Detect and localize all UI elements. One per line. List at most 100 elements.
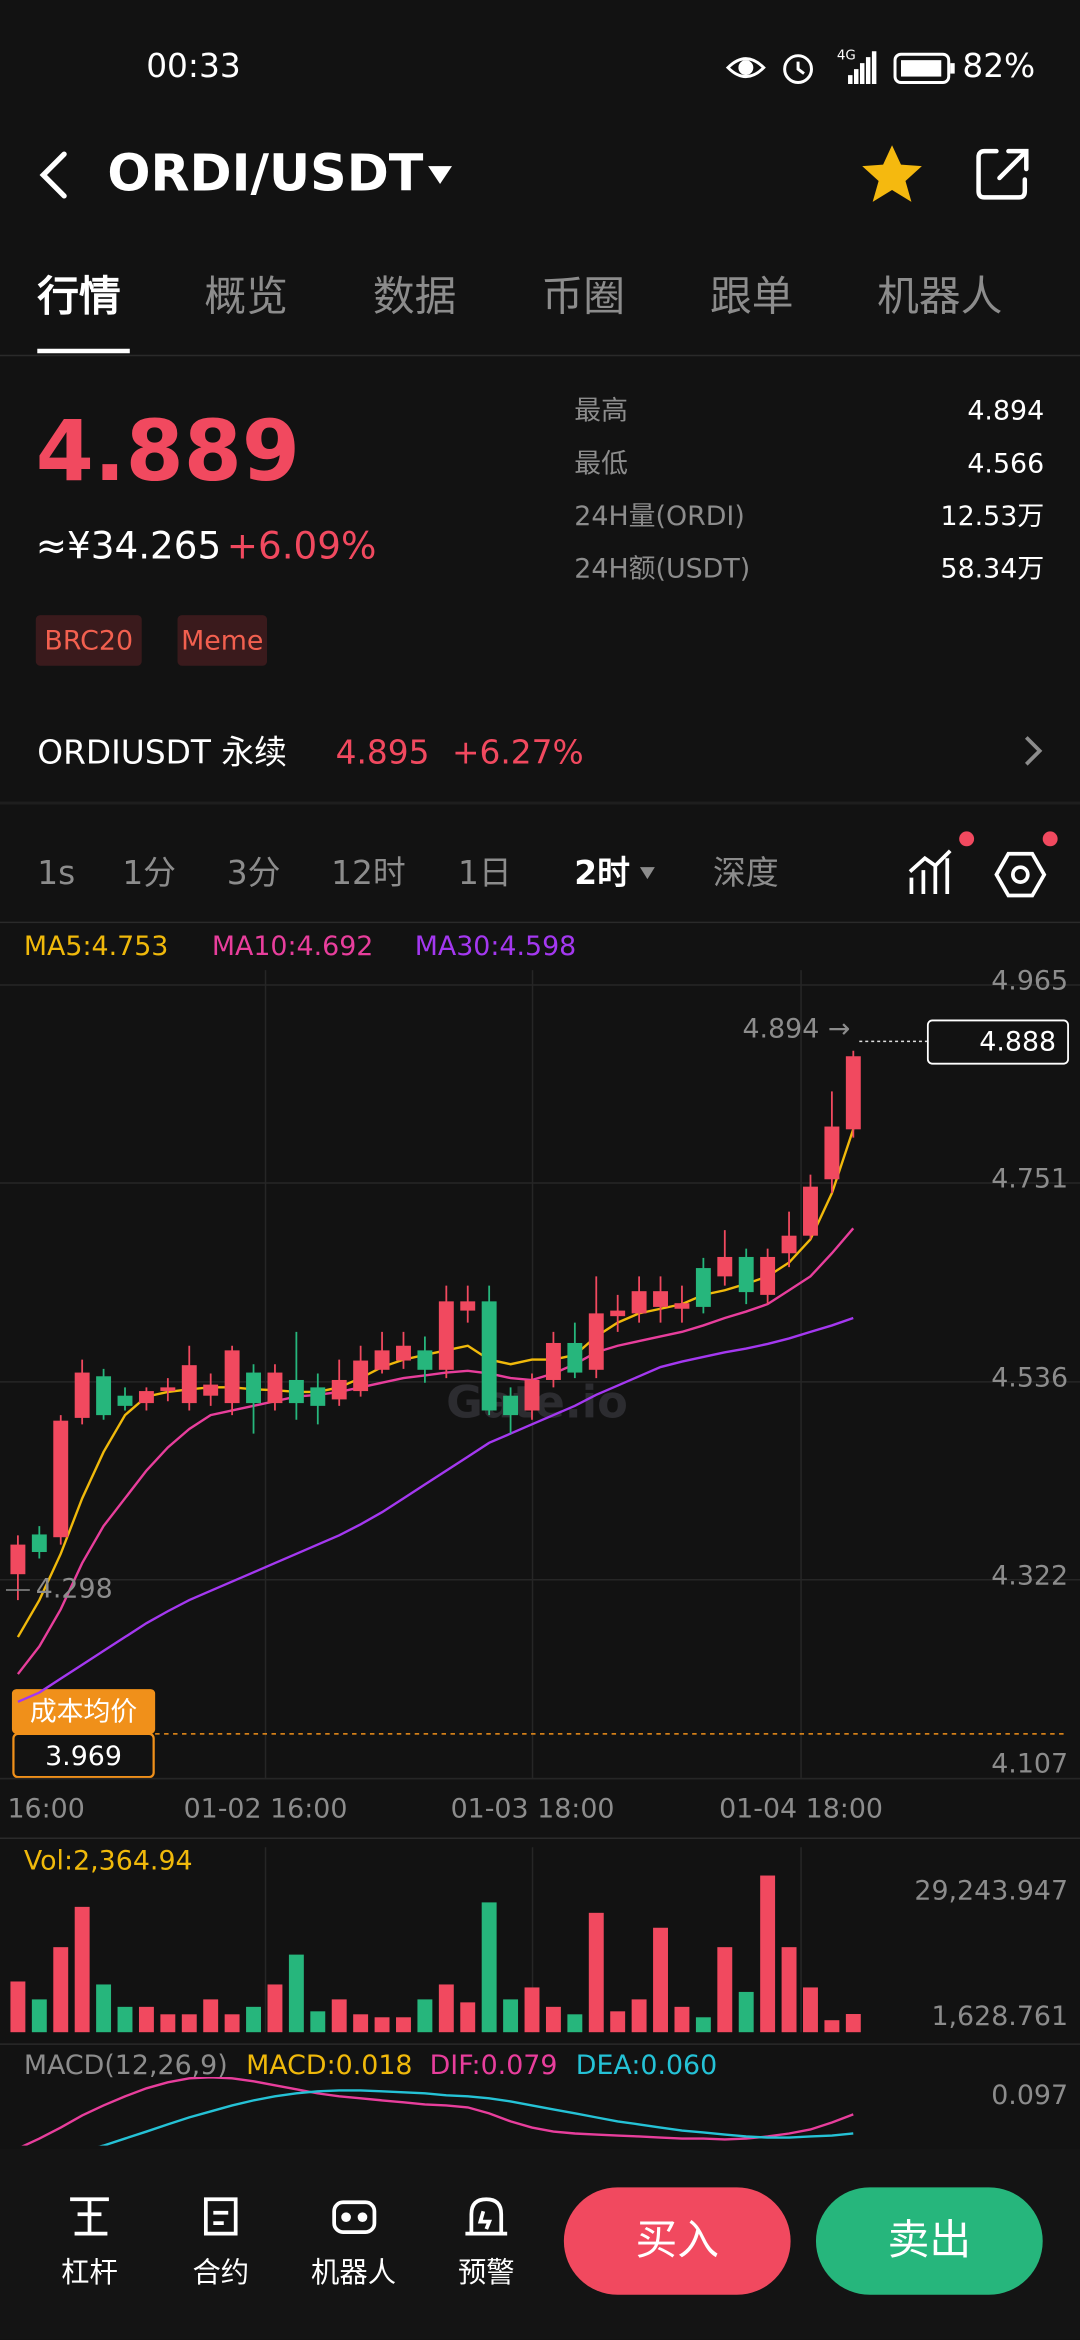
status-time: 00:33 bbox=[146, 47, 241, 85]
volume-bar bbox=[738, 1991, 754, 2033]
candle-body bbox=[438, 1301, 454, 1370]
nav-label[interactable]: 合约 bbox=[192, 2256, 249, 2289]
volume-tick-label: 1,628.761 bbox=[931, 2001, 1068, 2032]
last-price: 4.889 bbox=[36, 402, 300, 500]
x-tick-label: 01-02 16:00 bbox=[184, 1793, 348, 1824]
candle-body bbox=[481, 1301, 497, 1411]
candle-body bbox=[695, 1268, 711, 1307]
volume-bar bbox=[631, 1999, 647, 2033]
ma-line bbox=[16, 1128, 855, 1638]
volume-bar bbox=[74, 1906, 90, 2033]
candle-body bbox=[717, 1256, 733, 1277]
tab[interactable]: 机器人 bbox=[877, 271, 1002, 320]
share-button[interactable] bbox=[976, 148, 1029, 200]
volume-bar bbox=[267, 1984, 283, 2033]
interval[interactable]: 深度 bbox=[713, 854, 779, 892]
tab[interactable]: 概览 bbox=[204, 271, 287, 320]
y-tick-label: 4.751 bbox=[991, 1163, 1068, 1194]
nav-label[interactable]: 杠杆 bbox=[61, 2256, 118, 2289]
notification-dot bbox=[1042, 831, 1058, 847]
tag-box bbox=[177, 615, 268, 666]
volume-bar bbox=[438, 1984, 454, 2033]
volume-bar bbox=[353, 2014, 369, 2033]
volume-bar bbox=[331, 1999, 347, 2033]
interval[interactable]: 3分 bbox=[227, 854, 281, 892]
stat-value: 4.894 bbox=[967, 396, 1044, 427]
volume-bar bbox=[96, 1984, 112, 2033]
sell-label[interactable]: 卖出 bbox=[888, 2215, 972, 2264]
stat-label: 24H额(USDT) bbox=[574, 554, 750, 585]
volume-bar bbox=[117, 2006, 133, 2033]
volume-bar bbox=[417, 1999, 433, 2033]
cny-price: ≈¥34.265 bbox=[36, 523, 221, 567]
candle-body bbox=[374, 1350, 390, 1370]
ma-line bbox=[17, 1316, 854, 1703]
candle-body bbox=[653, 1291, 668, 1307]
volume-bar bbox=[181, 2014, 197, 2033]
y-tick-label: 4.107 bbox=[991, 1749, 1068, 1780]
tag: Meme bbox=[181, 625, 263, 656]
candle-body bbox=[53, 1420, 69, 1538]
volume-bar bbox=[695, 2017, 711, 2033]
macd-legend: DIF:0.079 bbox=[430, 2050, 558, 2081]
volume-bar bbox=[310, 2011, 326, 2033]
perpetual-change: +6.27% bbox=[452, 733, 584, 771]
sell-button[interactable] bbox=[815, 2187, 1043, 2295]
candle-body bbox=[10, 1544, 26, 1575]
perpetual-chevron[interactable] bbox=[1024, 736, 1043, 766]
volume-bar bbox=[460, 2002, 476, 2033]
section-divider bbox=[0, 801, 1080, 805]
tab[interactable]: 币圈 bbox=[541, 271, 625, 320]
pair-dropdown[interactable] bbox=[428, 166, 452, 184]
volume-bar bbox=[653, 1927, 668, 2033]
low-marker: 4.298 bbox=[36, 1574, 113, 1605]
interval-dropdown[interactable] bbox=[639, 867, 655, 880]
interval[interactable]: 2时 bbox=[574, 854, 630, 892]
tab[interactable]: 行情 bbox=[37, 271, 121, 320]
tab[interactable]: 数据 bbox=[373, 271, 457, 320]
candle-body bbox=[138, 1391, 154, 1404]
candle-body bbox=[74, 1372, 90, 1418]
tag-box bbox=[35, 615, 142, 666]
status-battery: 82% bbox=[962, 47, 1035, 85]
back-button[interactable] bbox=[39, 151, 67, 199]
candle-body bbox=[760, 1256, 776, 1295]
cost-label: 成本均价 bbox=[30, 1696, 138, 1727]
candle-body bbox=[31, 1534, 47, 1553]
buy-label[interactable]: 买入 bbox=[635, 2215, 719, 2264]
interval[interactable]: 1日 bbox=[458, 854, 512, 892]
x-tick-label: 16:00 bbox=[7, 1793, 84, 1824]
candle-body bbox=[567, 1342, 583, 1373]
pair-title[interactable]: ORDI/USDT bbox=[107, 144, 423, 203]
candle-body bbox=[310, 1387, 326, 1406]
candle-body bbox=[824, 1126, 840, 1180]
volume-bar bbox=[31, 1999, 47, 2033]
volume-bar bbox=[588, 1912, 604, 2033]
macd-legend: DEA:0.060 bbox=[576, 2050, 717, 2081]
stat-value: 12.53万 bbox=[940, 501, 1044, 532]
interval[interactable]: 1s bbox=[37, 854, 75, 892]
tab[interactable]: 跟单 bbox=[710, 271, 794, 320]
candle-body bbox=[845, 1056, 861, 1130]
candle-body bbox=[738, 1256, 754, 1293]
candle-body bbox=[545, 1342, 561, 1380]
volume-bar bbox=[53, 1947, 69, 2033]
stat-label: 最低 bbox=[574, 448, 628, 479]
nav-label[interactable]: 预警 bbox=[458, 2256, 515, 2289]
candle-body bbox=[781, 1235, 797, 1254]
nav-label[interactable]: 机器人 bbox=[311, 2256, 396, 2289]
x-tick-label: 01-04 18:00 bbox=[719, 1793, 883, 1824]
buy-button[interactable] bbox=[563, 2187, 791, 2295]
cost-price: 3.969 bbox=[45, 1741, 122, 1772]
tag: BRC20 bbox=[44, 625, 133, 656]
volume-bar bbox=[503, 1999, 519, 2033]
interval[interactable]: 12时 bbox=[331, 854, 406, 892]
nav-icons bbox=[70, 2197, 508, 2236]
indicator-button[interactable] bbox=[908, 849, 952, 895]
favorite-star[interactable] bbox=[862, 145, 922, 202]
stat-label: 最高 bbox=[574, 396, 628, 427]
candle-body bbox=[224, 1350, 240, 1404]
settings-button[interactable] bbox=[994, 851, 1047, 898]
interval[interactable]: 1分 bbox=[122, 854, 176, 892]
perpetual-name[interactable]: ORDIUSDT 永续 bbox=[37, 733, 287, 771]
